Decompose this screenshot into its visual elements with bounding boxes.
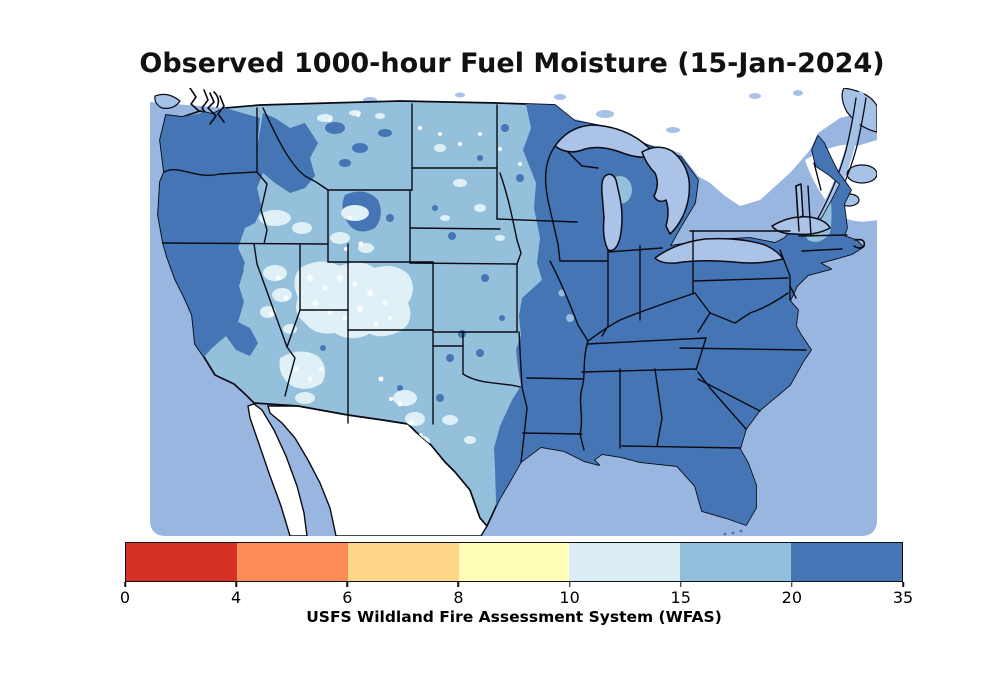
colorbar-segment-10-15 xyxy=(569,543,681,581)
colorbar-tick-label: 35 xyxy=(892,588,914,607)
colorbar-segment-6-8 xyxy=(347,543,459,581)
colorbar-tick-label: 10 xyxy=(559,588,580,607)
colorbar xyxy=(125,542,903,582)
colorbar-segment-15-20 xyxy=(680,543,792,581)
us-map-container xyxy=(150,88,877,536)
colorbar-tick-label: 6 xyxy=(342,588,353,607)
colorbar-tick xyxy=(457,582,460,587)
state-boundaries xyxy=(162,103,848,463)
colorbar-tick xyxy=(568,582,571,587)
colorbar-tick-labels: 0 4 6 8 10 15 20 35 xyxy=(120,588,913,608)
canada-landmass xyxy=(150,88,877,206)
contour-pale-dots xyxy=(269,113,522,437)
colorbar-tick-label: 8 xyxy=(453,588,464,607)
baja-california xyxy=(247,403,308,536)
colorbar-tick xyxy=(791,582,793,587)
us-fuel-moisture-map xyxy=(150,88,877,536)
lake-michigan xyxy=(601,173,623,252)
colorbar-tick xyxy=(679,582,682,587)
colorbar-tick xyxy=(235,582,237,587)
lake-huron xyxy=(641,146,691,235)
colorbar-segment-8-10 xyxy=(458,543,570,581)
colorbar-tick xyxy=(124,582,126,587)
colorbar-tick xyxy=(346,582,349,587)
great-lakes xyxy=(554,124,831,264)
chart-title: Observed 1000-hour Fuel Moisture (15-Jan… xyxy=(139,48,885,79)
puget-sound xyxy=(207,92,225,125)
colorbar-tick-label: 0 xyxy=(119,588,131,607)
colorbar-segment-20-35 xyxy=(791,543,903,581)
cape-cod xyxy=(853,238,866,249)
florida-keys xyxy=(723,529,743,536)
colorbar-ticks xyxy=(124,582,904,588)
colorbar-tick-label: 20 xyxy=(781,588,803,607)
colorbar-label: USFS Wildland Fire Assessment System (WF… xyxy=(306,608,722,626)
colorbar-tick xyxy=(902,582,904,587)
contour-dark-west xyxy=(158,108,524,402)
colorbar-segment-0-4 xyxy=(126,543,237,581)
colorbar-tick-label: 15 xyxy=(670,588,691,607)
colorbar-segment-4-6 xyxy=(236,543,348,581)
colorbar-tick-label: 4 xyxy=(231,588,242,607)
